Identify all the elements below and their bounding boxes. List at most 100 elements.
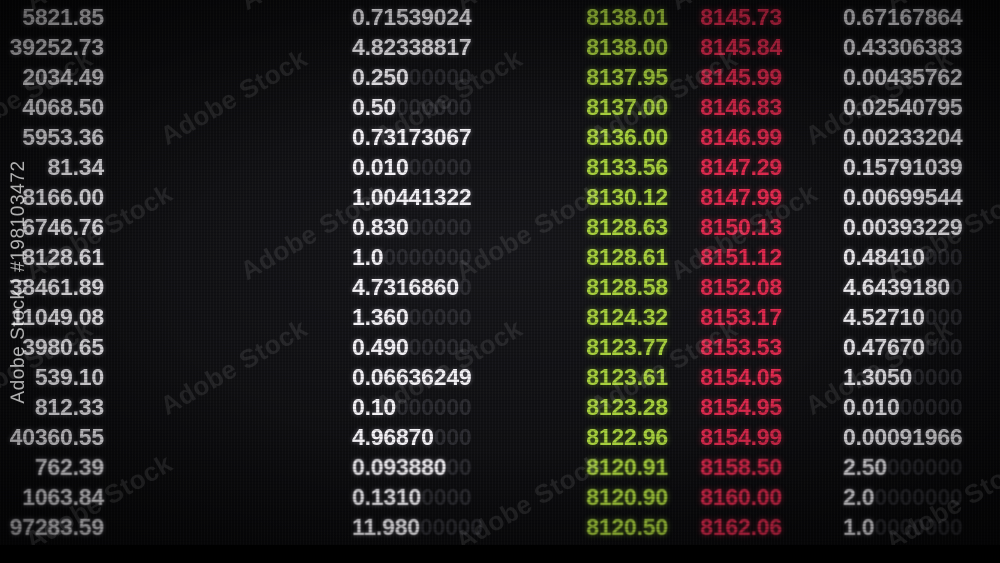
bid-price-value: 8120.91	[586, 454, 668, 480]
order-book-row[interactable]: 762.39 0.09388000 8120.91 8158.50 2.50000000	[0, 452, 1000, 482]
bid-size-value: 0.83000000	[352, 214, 472, 240]
ask-price-value: 8146.99	[700, 124, 782, 150]
padded-zeros: 0000	[421, 484, 472, 510]
bid-price-value: 8128.61	[586, 244, 668, 270]
padded-zeros: 0	[949, 274, 963, 300]
padded-zeros: 000	[924, 244, 963, 270]
ask-price-value: 8145.84	[700, 34, 782, 60]
order-book-row[interactable]: 2034.49 0.25000000 8137.95 8145.99 0.0043576…	[0, 62, 1000, 92]
order-book-row[interactable]: 81.34 0.01000000 8133.56 8147.29 0.15791039	[0, 152, 1000, 182]
order-book-row[interactable]: 812.33 0.10000000 8123.28 8154.95 0.01000000	[0, 392, 1000, 422]
padded-zeros: 00000	[408, 64, 472, 90]
ask-size-value: 0.00435762	[843, 64, 963, 90]
cumulative-total-value: 5953.36	[22, 124, 104, 150]
cumulative-total-value: 812.33	[34, 394, 104, 420]
ask-size-value: 0.48410000	[843, 244, 963, 270]
ask-size-value: 0.00393229	[843, 214, 963, 240]
bid-price-value: 8138.01	[586, 4, 668, 30]
padded-zeros: 0000	[912, 364, 963, 390]
bid-price-value: 8133.56	[586, 154, 668, 180]
order-book-row[interactable]: 539.10 0.06636249 8123.61 8154.05 1.30500000	[0, 362, 1000, 392]
ask-price-value: 8158.50	[700, 454, 782, 480]
ask-size-value: 2.50000000	[843, 454, 963, 480]
cumulative-total-value: 8166.00	[22, 184, 104, 210]
bid-price-value: 8138.00	[586, 34, 668, 60]
ask-price-value: 8145.73	[700, 4, 782, 30]
bid-price-value: 8120.90	[586, 484, 668, 510]
cumulative-total-value: 1063.84	[22, 484, 104, 510]
ask-size-value: 0.00699544	[843, 184, 963, 210]
padded-zeros: 000000	[395, 394, 472, 420]
ask-price-value: 8145.99	[700, 64, 782, 90]
padded-zeros: 000	[924, 304, 963, 330]
ask-price-value: 8154.95	[700, 394, 782, 420]
order-book-row[interactable]: 5821.85 0.71539024 8138.01 8145.73 0.6716786…	[0, 2, 1000, 32]
order-book-row[interactable]: 1063.84 0.13100000 8120.90 8160.00 2.0000000…	[0, 482, 1000, 512]
ask-price-value: 8153.17	[700, 304, 782, 330]
ask-size-value: 0.01000000	[843, 394, 963, 420]
order-book-row[interactable]: 3980.65 0.49000000 8123.77 8153.53 0.4767000…	[0, 332, 1000, 362]
padded-zeros: 0000000	[874, 514, 963, 540]
bid-size-value: 0.71539024	[352, 4, 472, 30]
padded-zeros: 00000	[408, 154, 472, 180]
ask-size-value: 1.30500000	[843, 364, 963, 390]
bid-size-value: 0.09388000	[352, 454, 472, 480]
ask-price-value: 8154.05	[700, 364, 782, 390]
bid-size-value: 0.01000000	[352, 154, 472, 180]
ask-price-value: 8146.83	[700, 94, 782, 120]
bid-size-value: 0.50000000	[352, 94, 472, 120]
bid-price-value: 8128.63	[586, 214, 668, 240]
bid-price-value: 8136.00	[586, 124, 668, 150]
bid-size-value: 0.06636249	[352, 364, 472, 390]
ask-size-value: 4.64391800	[843, 274, 963, 300]
cumulative-total-value: 762.39	[34, 454, 104, 480]
bid-size-value: 0.13100000	[352, 484, 472, 510]
order-book-row[interactable]: 4068.50 0.50000000 8137.00 8146.83 0.0254079…	[0, 92, 1000, 122]
ask-price-value: 8162.06	[700, 514, 782, 540]
padded-zeros: 0000000	[874, 484, 963, 510]
bid-size-value: 0.25000000	[352, 64, 472, 90]
order-book-row[interactable]: 8128.61 1.00000000 8128.61 8151.12 0.4841000…	[0, 242, 1000, 272]
order-book-row[interactable]: 11049.08 1.36000000 8124.32 8153.17 4.527100…	[0, 302, 1000, 332]
bid-size-value: 0.10000000	[352, 394, 472, 420]
cumulative-total-value: 81.34	[47, 154, 104, 180]
ask-price-value: 8154.99	[700, 424, 782, 450]
order-book-row[interactable]: 6746.76 0.83000000 8128.63 8150.13 0.0039322…	[0, 212, 1000, 242]
cumulative-total-value: 39252.73	[9, 34, 105, 60]
padded-zeros: 00000	[899, 394, 963, 420]
bid-price-value: 8130.12	[586, 184, 668, 210]
bid-size-value: 1.36000000	[352, 304, 472, 330]
bid-price-value: 8124.32	[586, 304, 668, 330]
padded-zeros: 000000	[395, 94, 472, 120]
cumulative-total-value: 539.10	[34, 364, 104, 390]
cumulative-total-value: 97283.59	[9, 514, 105, 540]
ask-size-value: 0.00091966	[843, 424, 963, 450]
order-book-row[interactable]: 38461.89 4.73168600 8128.58 8152.08 4.643918…	[0, 272, 1000, 302]
bid-size-value: 4.82338817	[352, 34, 472, 60]
cumulative-total-value: 5821.85	[22, 4, 104, 30]
ask-price-value: 8147.29	[700, 154, 782, 180]
order-book-row[interactable]: 97283.59 11.98000000 8120.50 8162.06 1.00000…	[0, 512, 1000, 542]
padded-zeros: 000000	[886, 454, 963, 480]
padded-zeros: 00	[446, 454, 472, 480]
ask-size-value: 0.00233204	[843, 124, 963, 150]
cumulative-total-value: 8128.61	[22, 244, 104, 270]
bid-size-value: 0.49000000	[352, 334, 472, 360]
bid-size-value: 1.00000000	[352, 244, 472, 270]
padded-zeros: 00000	[419, 514, 483, 540]
order-book-row[interactable]: 5953.36 0.73173067 8136.00 8146.99 0.0023320…	[0, 122, 1000, 152]
ask-price-value: 8151.12	[700, 244, 782, 270]
padded-zeros: 000	[433, 424, 472, 450]
cumulative-total-value: 3980.65	[22, 334, 104, 360]
bid-price-value: 8137.00	[586, 94, 668, 120]
ask-size-value: 0.67167864	[843, 4, 963, 30]
cumulative-total-value: 4068.50	[22, 94, 104, 120]
bid-price-value: 8123.61	[586, 364, 668, 390]
order-book-row[interactable]: 8166.00 1.00441322 8130.12 8147.99 0.0069954…	[0, 182, 1000, 212]
padded-zeros: 0	[458, 274, 472, 300]
order-book-row[interactable]: 39252.73 4.82338817 8138.00 8145.84 0.433063…	[0, 32, 1000, 62]
padded-zeros: 00000	[408, 304, 472, 330]
order-book-row[interactable]: 40360.55 4.96870000 8122.96 8154.99 0.000919…	[0, 422, 1000, 452]
cumulative-total-value: 6746.76	[22, 214, 104, 240]
